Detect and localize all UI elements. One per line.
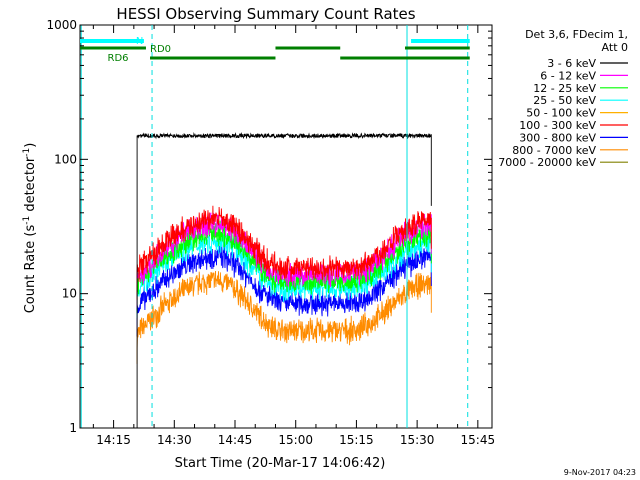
legend-label-4: 50 - 100 keV [526,107,596,120]
y-axis: 1 10 100 1000 [46,18,492,435]
flag-rd6-label: RD6 [108,53,129,64]
plot-area: N RD0 RD6 [79,24,493,429]
flag-rd0-label: RD0 [150,44,171,55]
series-line-0 [136,131,432,428]
plot-frame [79,24,493,429]
legend-label-3: 25 - 50 keV [533,94,596,107]
flag-n-label: N [136,36,143,47]
y-tick-label-3: 1000 [46,18,77,32]
x-tick-label-0: 14:15 [96,433,131,447]
series-line-7 [136,270,432,364]
legend-label-0: 3 - 6 keV [547,57,596,70]
y-tick-label-2: 100 [54,152,77,166]
legend-label-5: 100 - 300 keV [519,119,596,132]
x-tick-label-1: 14:30 [157,433,192,447]
y-tick-label-1: 10 [62,287,77,301]
x-axis: 14:15 14:30 14:45 15:00 15:15 15:30 15:45 [92,25,496,447]
y-axis-label-end: ) [23,143,38,148]
legend-label-2: 12 - 25 keV [533,82,596,95]
legend-label-1: 6 - 12 keV [540,69,596,82]
series-line-6 [136,244,432,337]
y-axis-label-sup1: -1 [22,216,32,225]
chart-title: HESSI Observing Summary Count Rates [116,5,415,23]
legend-header-2: Att 0 [602,41,628,54]
legend-label-8: 7000 - 20000 keV [498,156,596,169]
legend-header-1: Det 3,6, FDecim 1, [525,28,628,41]
x-tick-label-3: 15:00 [278,433,313,447]
x-tick-label-5: 15:30 [400,433,435,447]
y-axis-label-mid: detector [23,156,38,216]
x-tick-label-2: 14:45 [218,433,253,447]
x-tick-label-4: 15:15 [339,433,374,447]
legend-label-6: 300 - 800 keV [519,131,596,144]
x-axis-label: Start Time (20-Mar-17 14:06:42) [175,456,386,471]
series-line-5 [136,205,432,300]
legend-label-7: 800 - 7000 keV [512,144,596,157]
timestamp: 9-Nov-2017 04:23 [564,468,636,477]
y-axis-label: Count Rate (s-1 detector-1) [22,143,38,314]
x-tick-label-6: 15:45 [461,433,496,447]
y-axis-label-main: Count Rate (s [23,225,38,314]
y-tick-label-0: 1 [69,421,77,435]
y-axis-label-sup2: -1 [22,148,32,157]
